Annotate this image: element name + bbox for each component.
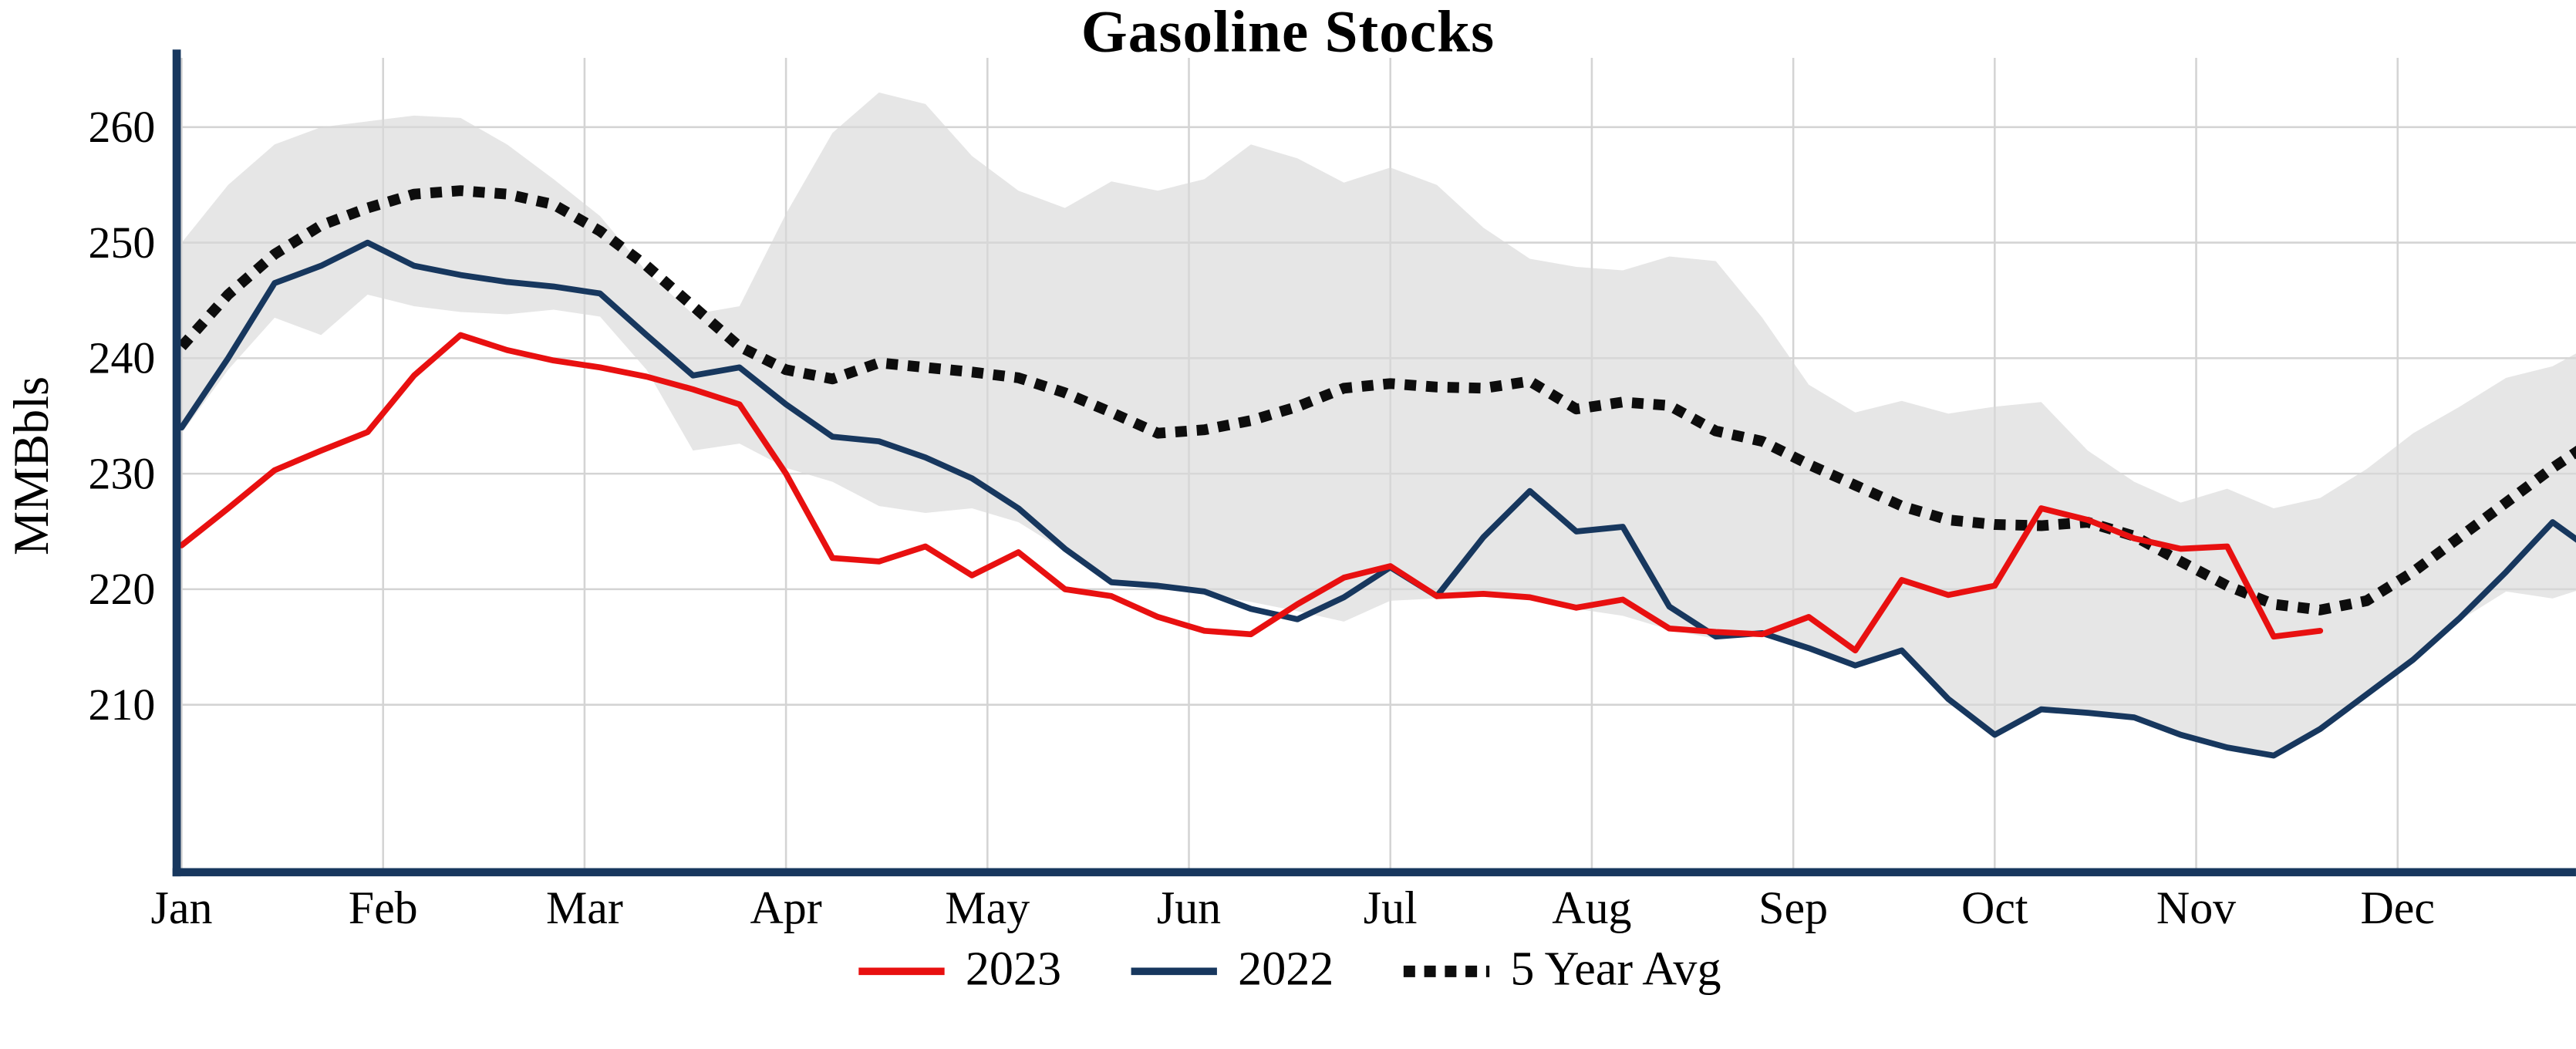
legend-label: 2022 <box>1238 943 1334 997</box>
x-tick-label-apr: Apr <box>750 882 822 933</box>
x-tick-label-may: May <box>945 882 1030 933</box>
legend: 2023 2022 5 Year Avg <box>0 943 2576 998</box>
x-tick-label-feb: Feb <box>349 882 418 933</box>
x-tick-label-aug: Aug <box>1552 882 1631 933</box>
five-year-range-band <box>181 92 2576 758</box>
x-tick-label-jun: Jun <box>1157 882 1221 933</box>
chart-title: Gasoline Stocks <box>1081 0 1495 65</box>
series-line-5-year-avg <box>177 185 2576 616</box>
legend-line-sample-2023 <box>858 966 945 975</box>
legend-item-2023: 2023 <box>855 943 1061 998</box>
y-tick-label: 250 <box>89 218 156 268</box>
legend-item-2022: 2022 <box>1128 943 1334 998</box>
x-tick-label-jul: Jul <box>1364 882 1418 933</box>
legend-line-sample-5-year-avg <box>1403 964 1489 976</box>
y-tick-label: 220 <box>89 564 156 614</box>
y-tick-label: 230 <box>89 448 156 498</box>
y-tick-label: 260 <box>89 102 156 152</box>
y-tick-label: 210 <box>89 680 156 730</box>
x-tick-label-dec: Dec <box>2360 882 2434 933</box>
legend-item-5-year-avg: 5 Year Avg <box>1400 943 1721 998</box>
x-tick-label-oct: Oct <box>1961 882 2028 933</box>
legend-line-sample-2022 <box>1130 966 1217 975</box>
x-tick-label-sep: Sep <box>1758 882 1828 933</box>
legend-label: 5 Year Avg <box>1510 943 1721 997</box>
y-tick-label: 240 <box>89 333 156 383</box>
series-line-2023 <box>178 332 2324 654</box>
x-tick-label-mar: Mar <box>546 882 623 933</box>
legend-label: 2023 <box>965 943 1062 997</box>
x-tick-label-jan: Jan <box>151 882 213 933</box>
x-tick-label-nov: Nov <box>2156 882 2236 933</box>
